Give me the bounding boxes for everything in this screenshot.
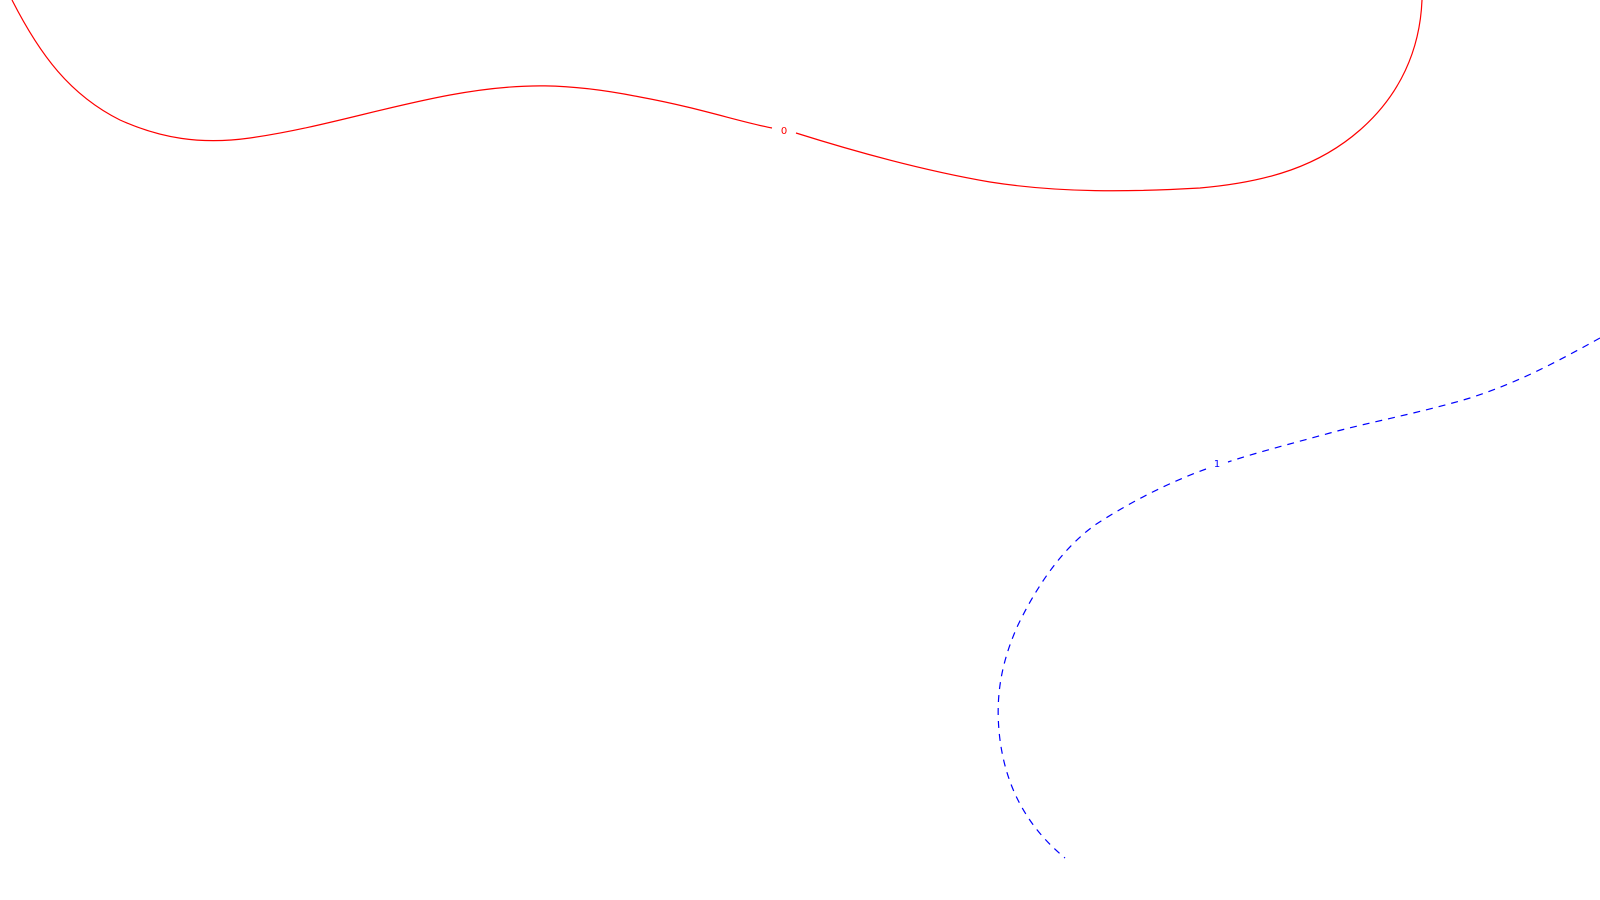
contour-0: 0 <box>11 0 1423 192</box>
contour-1-line <box>997 337 1600 859</box>
contour-1: 1 <box>997 337 1600 859</box>
contour-0-line <box>11 0 1423 192</box>
contour-1-label: 1 <box>1214 459 1220 470</box>
contour-0-label: 0 <box>781 126 787 137</box>
